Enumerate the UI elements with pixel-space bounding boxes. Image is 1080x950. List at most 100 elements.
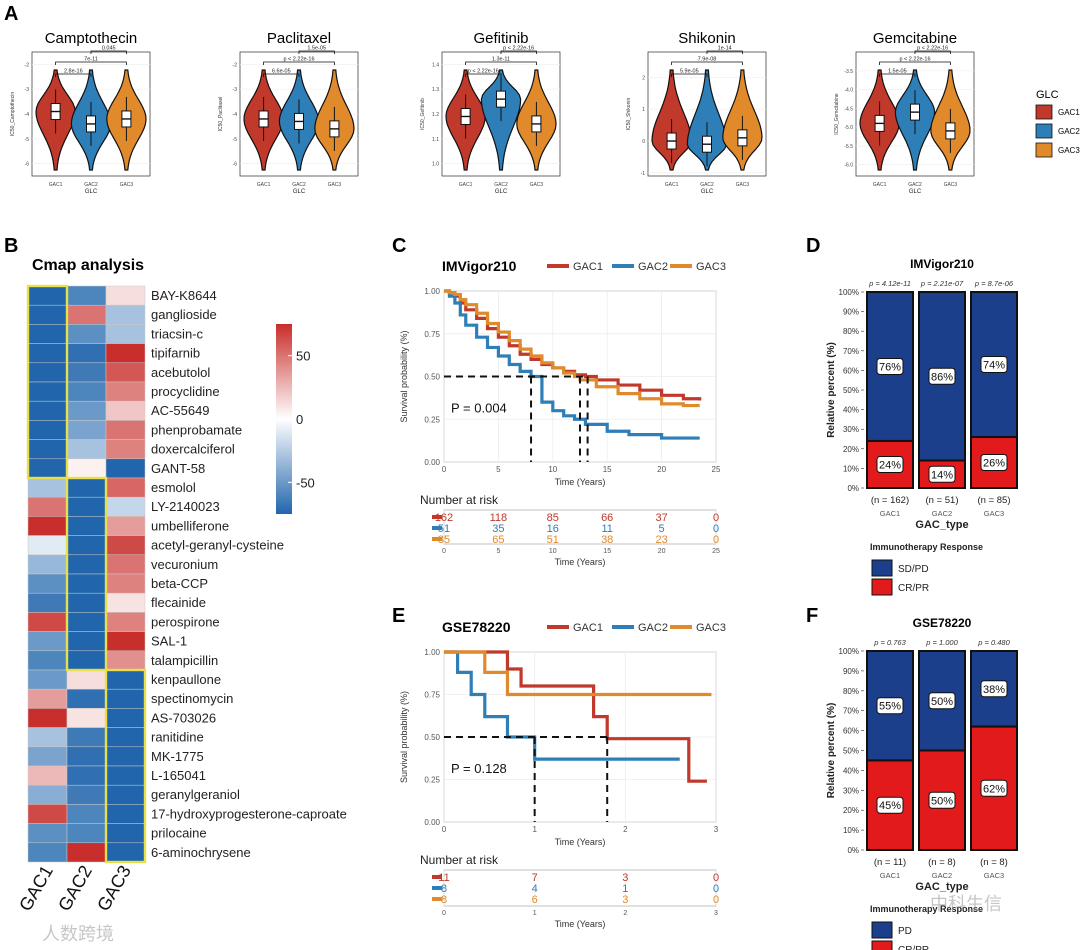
y-tick-label: -5.5 — [844, 144, 853, 150]
heatmap-row-label: LY-2140023 — [151, 499, 220, 514]
heatmap-cell — [27, 823, 68, 844]
bar-value-label: 76% — [879, 361, 901, 373]
heatmap-cell — [105, 631, 146, 652]
risk-count: 85 — [547, 512, 559, 524]
km-y-tick-label: 1.00 — [424, 287, 440, 296]
significance-bracket — [706, 50, 743, 54]
km-x-tick-label: 15 — [603, 465, 612, 474]
bar-p-value: p = 0.480 — [977, 638, 1010, 647]
heatmap-cell — [27, 631, 68, 652]
bar-legend-label: SD/PD — [898, 564, 929, 575]
heatmap-cell — [105, 343, 146, 364]
y-tick-label: -3.5 — [844, 69, 853, 75]
risk-count: 3 — [622, 894, 628, 906]
bar-count-label: (n = 51) — [925, 495, 958, 506]
y-axis-label: IC50_Paclitaxel — [218, 97, 224, 132]
p-value-label: 7.9e-08 — [698, 57, 717, 63]
bar-label-box — [876, 796, 904, 814]
bar-legend-label: PD — [898, 926, 912, 937]
heatmap-cell — [66, 343, 107, 364]
heatmap-row-label: L-165041 — [151, 768, 206, 783]
risk-x-tick-label: 0 — [442, 548, 446, 555]
km-curve-gac3 — [444, 650, 712, 697]
km-legend-label: GAC2 — [638, 622, 668, 634]
heatmap-row-label: phenprobamate — [151, 422, 242, 437]
heatmap-title: Cmap analysis — [32, 257, 144, 274]
y-tick-label: -4 — [25, 112, 30, 118]
bar-p-value: p = 8.7e-06 — [974, 279, 1014, 288]
heatmap-cell — [66, 420, 107, 440]
heatmap-cell — [105, 727, 146, 748]
heatmap-row-label: 17-hydroxyprogesterone-caproate — [151, 806, 347, 821]
heatmap-cell — [105, 439, 146, 460]
heatmap-cell — [27, 285, 68, 306]
km-x-tick-label: 25 — [712, 465, 721, 474]
heatmap-cell — [105, 381, 146, 402]
heatmap-row-label: triacsin-c — [151, 326, 204, 341]
violin-legend: GLC GAC1 GAC2 GAC3 — [1035, 89, 1080, 158]
risk-x-tick-label: 10 — [549, 548, 557, 555]
km-p-value: P = 0.128 — [451, 761, 507, 776]
bar-y-tick-label: 20% — [843, 806, 859, 815]
violin-gac2 — [686, 69, 728, 171]
bar-y-tick-label: 0% — [847, 484, 859, 493]
p-value-label: 7e-11 — [84, 57, 98, 63]
risk-count: 66 — [601, 512, 613, 524]
risk-table-title: Number at risk — [420, 853, 499, 867]
heatmap-row-label: GANT-58 — [151, 461, 205, 476]
bar-x-tick-label: GAC3 — [984, 871, 1004, 880]
x-tick-label: GAC3 — [120, 182, 134, 188]
bar-y-tick-label: 60% — [843, 366, 859, 375]
risk-count: 51 — [547, 534, 559, 546]
heatmap-row-label: beta-CCP — [151, 576, 208, 591]
violin-plot-gemcitabine: Gemcitabine -3.5 -4.0 -4.5 -5.0 -5.5 -6.0 IC50_… — [834, 30, 975, 195]
risk-count: 37 — [655, 512, 667, 524]
km-y-tick-label: 0.50 — [424, 373, 440, 382]
y-axis-label: IC50_Camptothecin — [10, 92, 16, 136]
panel-e-km-gse78220: GSE78220 GAC1 GAC2 GAC3 0 1 2 3 0.00 0.25 0.50 0.75… — [399, 619, 726, 929]
heatmap-cell — [27, 804, 68, 824]
x-tick-label: GAC3 — [944, 182, 958, 188]
p-value-label: p < 2.22e-16 — [468, 69, 499, 75]
heatmap-cell — [66, 823, 107, 844]
bar-value-label: 55% — [879, 701, 901, 713]
risk-x-tick-label: 1 — [533, 910, 537, 917]
panel-f-bars-gse78220: GSE78220 0% 10% 20% 30% 40% 50% 60% 70% 80% 90% 100… — [826, 616, 1018, 950]
bar-y-tick-label: 40% — [843, 406, 859, 415]
heatmap-row-label: vecuronium — [151, 557, 218, 572]
risk-count: 0 — [713, 523, 719, 535]
bar-x-tick-label: GAC1 — [880, 871, 900, 880]
y-axis-label: IC50_Shikonin — [626, 98, 632, 131]
heatmap-cell — [105, 823, 146, 844]
x-tick-label: GAC2 — [908, 182, 922, 188]
bar-value-label: 38% — [983, 684, 1005, 696]
heatmap-cell — [27, 400, 68, 421]
km-x-tick-label: 20 — [657, 465, 666, 474]
heatmap-cell — [105, 612, 146, 632]
km-curve-gac2 — [444, 289, 700, 440]
risk-x-axis-label: Time (Years) — [555, 919, 606, 929]
risk-count: 38 — [601, 534, 613, 546]
panel-letter-f: F — [806, 605, 818, 627]
y-tick-label: -5 — [25, 137, 30, 143]
heatmap-row-label: ganglioside — [151, 307, 217, 322]
panel-letter-b: B — [4, 235, 18, 257]
p-value-label: p < 2.22e-16 — [899, 57, 930, 63]
km-x-tick-label: 5 — [496, 465, 501, 474]
x-tick-label: GAC2 — [292, 182, 306, 188]
bar-p-value: p = 4.12e-11 — [868, 279, 911, 288]
legend-label: GAC1 — [1058, 108, 1080, 117]
bar-label-box — [876, 697, 904, 715]
bar-y-tick-label: 20% — [843, 445, 859, 454]
significance-bracket — [90, 50, 127, 54]
violin-plot-gefitinib: Gefitinib 1.4 1.3 1.2 1.1 1.0 IC50_Gefitinib GA… — [420, 30, 561, 195]
bar-legend-swatch — [871, 578, 893, 596]
colorbar-tick-label: 50 — [296, 349, 310, 364]
risk-count: 0 — [713, 534, 719, 546]
heatmap-cell — [27, 746, 68, 767]
risk-count: 11 — [601, 523, 612, 535]
violin-plot-camptothecin: Camptothecin -2 -3 -4 -5 -6 IC50_Camptothecin G… — [10, 30, 151, 195]
risk-count: 4 — [532, 883, 538, 895]
heatmap-row-label: spectinomycin — [151, 691, 233, 706]
heatmap-cell — [66, 362, 107, 383]
